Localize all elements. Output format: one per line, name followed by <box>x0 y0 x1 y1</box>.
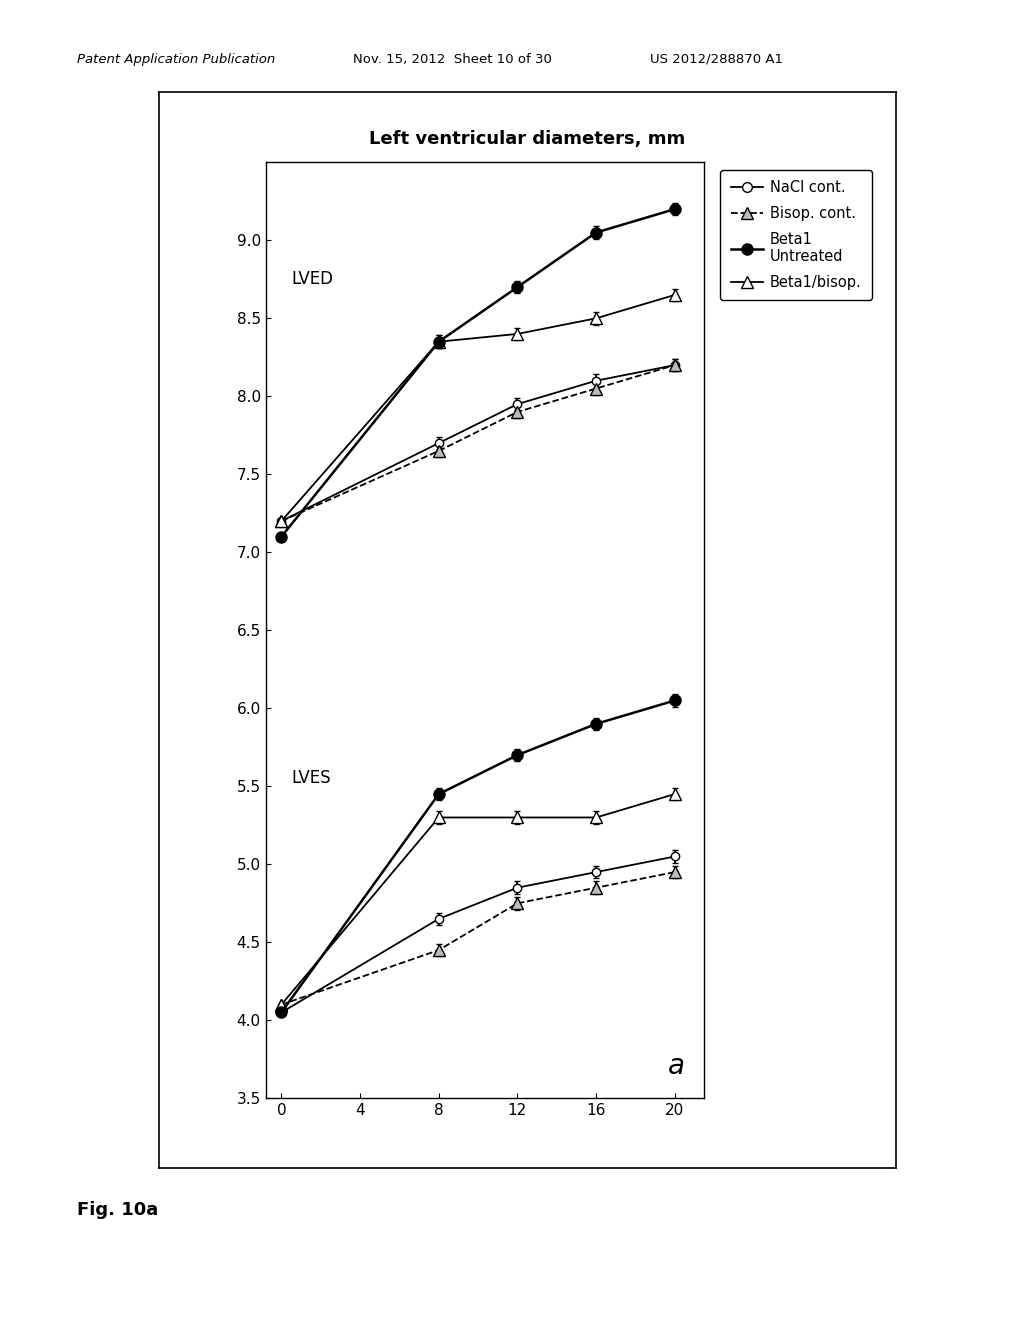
Text: US 2012/288870 A1: US 2012/288870 A1 <box>650 53 783 66</box>
Text: LVES: LVES <box>291 770 331 788</box>
Text: Fig. 10a: Fig. 10a <box>77 1201 158 1220</box>
Legend: NaCl cont., Bisop. cont., Beta1
Untreated, Beta1/bisop.: NaCl cont., Bisop. cont., Beta1 Untreate… <box>720 169 871 300</box>
Text: Left ventricular diameters, mm: Left ventricular diameters, mm <box>370 131 685 148</box>
Text: LVED: LVED <box>291 271 333 288</box>
Text: Patent Application Publication: Patent Application Publication <box>77 53 275 66</box>
Text: Nov. 15, 2012  Sheet 10 of 30: Nov. 15, 2012 Sheet 10 of 30 <box>353 53 552 66</box>
Text: a: a <box>668 1052 685 1080</box>
